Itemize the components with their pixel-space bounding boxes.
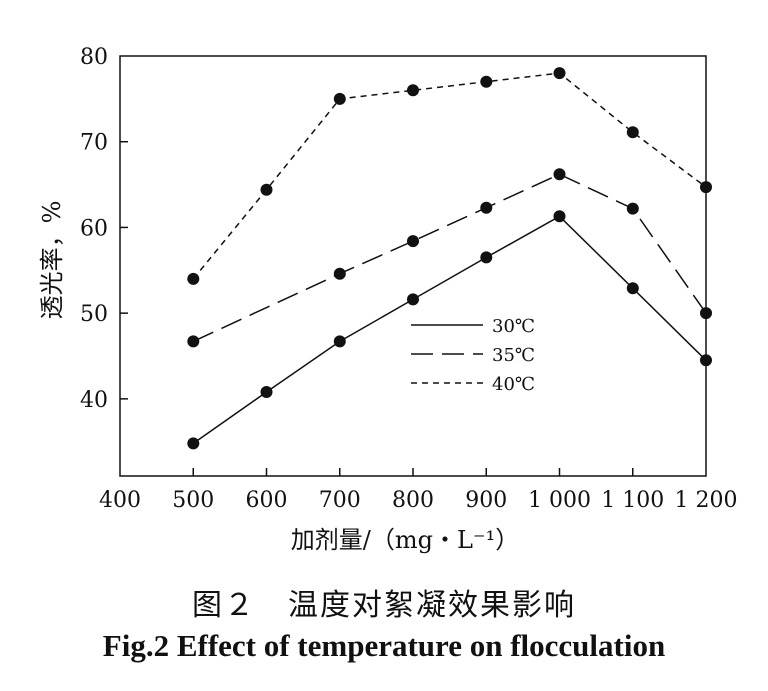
data-point	[407, 235, 419, 248]
data-point	[553, 210, 566, 223]
data-point	[260, 183, 273, 196]
data-point	[480, 251, 493, 264]
y-tick-label: 80	[80, 45, 108, 70]
axes: 400 500 600 700 800 900 1 000 1 100 1 200 40 50 60 7…	[80, 45, 737, 513]
data-point	[333, 267, 346, 280]
data-point	[553, 168, 566, 181]
data-point	[187, 437, 200, 450]
x-tick-label: 800	[392, 488, 434, 513]
x-tick-label: 1 200	[675, 488, 738, 513]
x-tick-label: 600	[246, 488, 288, 513]
series-line-0	[192, 215, 707, 445]
data-point	[480, 75, 493, 88]
data-point	[187, 272, 200, 285]
series-line-2	[192, 72, 707, 280]
x-tick-label: 900	[465, 488, 507, 513]
x-tick-label: 1 100	[601, 488, 664, 513]
x-axis-label: 加剂量/（mg・L⁻¹）	[291, 526, 519, 554]
data-point	[700, 354, 712, 367]
y-tick-label: 40	[80, 388, 108, 413]
data-point	[333, 92, 346, 105]
legend-label: 35℃	[492, 345, 535, 366]
series-points	[187, 67, 712, 450]
x-tick-label: 700	[319, 488, 361, 513]
x-tick-label: 400	[99, 488, 141, 513]
legend-label: 40℃	[492, 374, 535, 395]
data-point	[553, 67, 566, 80]
data-point	[626, 202, 639, 215]
x-tick-label: 1 000	[528, 488, 591, 513]
y-tick-label: 60	[80, 216, 108, 241]
data-point	[626, 126, 639, 139]
y-tick-label: 70	[80, 131, 108, 156]
data-point	[333, 335, 346, 348]
figure-caption-chinese: 图２ 温度对絮凝效果影响	[192, 588, 576, 623]
data-point	[480, 201, 493, 214]
x-tick-label: 500	[172, 488, 214, 513]
y-tick-label: 50	[80, 302, 108, 327]
figure-caption-english: Fig.2 Effect of temperature on flocculat…	[102, 628, 666, 663]
line-chart: 400 500 600 700 800 900 1 000 1 100 1 200 40 50 60 7…	[38, 45, 737, 554]
legend-label: 30℃	[492, 316, 535, 337]
data-point	[187, 335, 200, 348]
legend: 30℃ 35℃ 40℃	[411, 316, 535, 395]
plot-frame	[119, 55, 707, 477]
data-point	[407, 293, 419, 306]
data-point	[700, 307, 712, 320]
data-point	[260, 386, 273, 398]
data-point	[407, 84, 419, 97]
data-point	[700, 181, 712, 194]
series-line-1	[192, 173, 707, 343]
y-axis-label: 透光率，%	[38, 201, 66, 320]
data-point	[626, 282, 639, 295]
